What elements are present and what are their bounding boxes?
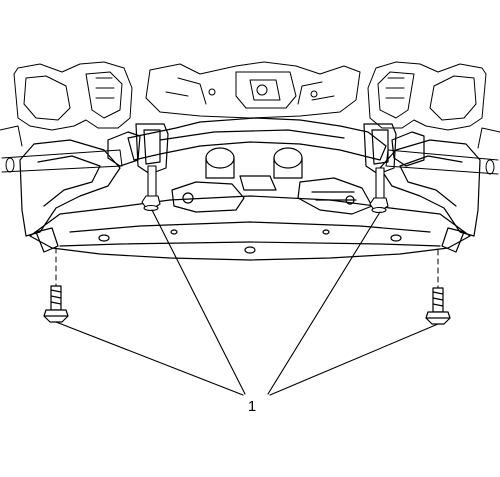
left-mount-bracket <box>107 123 169 175</box>
lower-left-bolt <box>43 285 69 323</box>
right-mount-bracket <box>363 123 425 175</box>
bolt-alignment-lines <box>55 247 439 289</box>
front-subframe <box>19 117 481 261</box>
upper-right-bolt <box>369 167 389 214</box>
callout-label-1: 1 <box>248 398 256 415</box>
callout-leader-lines <box>55 209 439 396</box>
cross-tube <box>0 125 500 175</box>
upper-left-bolt <box>141 165 161 212</box>
lower-right-bolt <box>425 287 451 325</box>
engine-compartment-structure <box>13 61 487 131</box>
